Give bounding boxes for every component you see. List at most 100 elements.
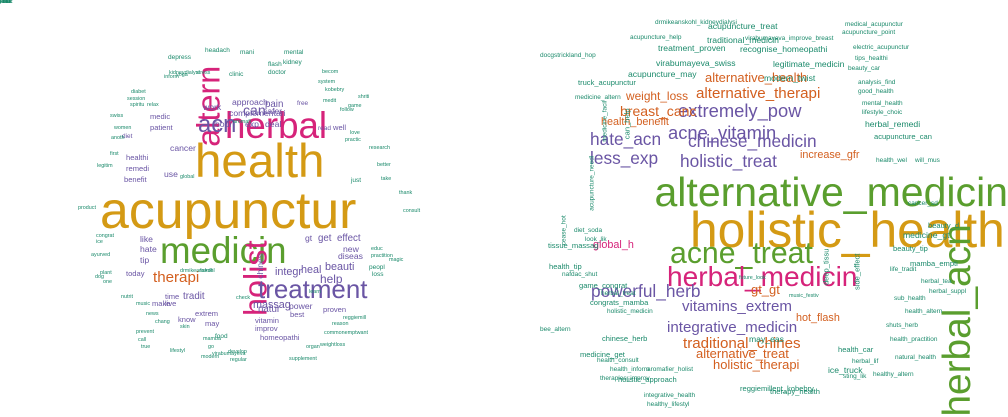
cloud-word: benefit [124,175,147,184]
cloud-word: better [377,162,391,168]
cloud-word: traditional_chines [683,335,801,352]
cloud-word: may_eas [749,334,784,344]
cloud-word: deal [265,119,282,129]
cloud-word: dog [95,274,104,280]
cloud-word: holistic_treat [680,151,777,171]
cloud-word: tips_healthi [855,55,888,62]
cloud-word: health_tip [549,262,582,271]
cloud-word: nutrit [121,294,133,300]
cloud-word: remedi [126,164,150,173]
cloud-word: side [0,0,10,5]
cloud-word: swiss [110,113,124,119]
cloud-word: bee_altern [540,326,571,333]
cloud-word: inform [164,74,179,80]
cloud-word: food [215,333,228,340]
cloud-word: massag [253,299,291,311]
cloud-word: acn [198,111,237,138]
cloud-word: modern_twist [764,73,816,83]
cloud-word: will_mus [915,157,940,164]
cloud-word: organ [306,344,320,350]
cloud-word: lifestyle_choic [862,109,903,116]
cloud-word: traditional_medicin [707,35,779,45]
cloud-word: weight_loss [626,89,689,103]
cloud-word: congrats_mamba [590,298,649,307]
cloud-word: health_consult [597,357,639,364]
cloud-word: practition [371,253,393,259]
cloud-word: health_wel [876,157,907,164]
cloud-word: therapi [153,269,200,286]
cloud-word: becom [322,69,339,75]
cloud-word: therapy_health [770,387,820,396]
cloud-word: sub_health [894,295,926,302]
cloud-word: news [146,311,159,317]
cloud-word: acupunctur [100,181,357,239]
cloud-word: get [318,233,332,244]
cloud-word: true [141,344,151,350]
cloud-word: ice_truck [828,365,863,375]
cloud-word: hate [140,244,157,254]
cloud-word: reggiemillent_kobebry [740,384,814,393]
word-cloud-left: acupunctur health medicin herbal altern holis… [0,0,470,417]
cloud-word: complementari [229,108,286,118]
cloud-word: modern [201,354,220,360]
cloud-word: health [195,135,325,188]
cloud-word: virabumayeva_swiss [656,58,736,68]
cloud-word: herbal_medicin [667,261,858,292]
cloud-word: just [351,177,362,184]
cloud-word: acupuncture_may [628,69,697,79]
cloud-word: healthy_lifestyl [647,401,690,408]
cloud-word: game [348,103,362,109]
cloud-word: therapies_improv [600,375,650,382]
cloud-word: kidney [283,59,302,66]
cloud-word: legitimate_medicin [773,59,845,69]
cloud-word: aromafier_holist [647,366,694,373]
cloud-word: exp [245,119,259,129]
cloud-word: reggiemill [343,315,367,321]
cloud-word: heal [301,264,322,276]
cloud-word: life_tradit [890,266,917,273]
cloud-word: holistic_approach [618,375,677,384]
cloud-word: medicine_get [580,350,625,359]
word-cloud-right: holistic_health alternative_medicin herbal… [540,0,1008,417]
cloud-word: acupuncture_treat [708,21,778,31]
cloud-word: headach [205,47,230,54]
cloud-word: herbal_remedi [865,119,921,129]
cloud-word: depress [168,54,192,61]
cloud-word: game_congrat [579,281,628,290]
cloud-word: lifestyl [170,348,185,354]
cloud-word: can_help [622,108,632,140]
cloud-word: proven [323,305,347,314]
cloud-word: herbal_tea [921,278,952,285]
cloud-word: cancer_sd [908,200,938,207]
cloud-word: music_festiv [789,293,819,299]
cloud-word: good_health [858,88,894,95]
cloud-word: reason [332,321,349,327]
cloud-word: doctor [268,69,286,76]
cloud-word: healthi [126,153,149,162]
cloud-word: acupuncture_can [874,132,932,141]
cloud-word: medic [150,112,171,121]
cloud-word: regular [230,357,247,363]
cloud-word: ice [96,239,103,245]
cloud-word: know [178,315,196,324]
cloud-word: extrem [195,309,219,318]
cloud-word: supplement [289,356,317,362]
cloud-word: future_look [739,275,766,281]
cloud-word: mental_health [862,100,903,107]
cloud-word: practic [345,137,361,143]
cloud-word: medicin [160,230,287,271]
cloud-word: virabumayeva [212,351,246,357]
cloud-word: natural_health [895,354,937,361]
cloud-word: research [369,145,390,151]
cloud-word: integrative_medicin [667,319,798,336]
cloud-word: beauty_tip [893,244,928,253]
cloud-word: women [114,125,132,131]
cloud-word: mental [284,49,304,56]
cloud-word: product [78,205,96,211]
cloud-word: well [333,123,347,132]
cloud-word: electric_acupunctur [853,44,910,51]
cloud-word: mani [240,49,255,56]
cloud-word: medit [323,98,337,104]
cloud-word: homeopathi [260,333,300,342]
cloud-word: less_exp [590,148,659,168]
